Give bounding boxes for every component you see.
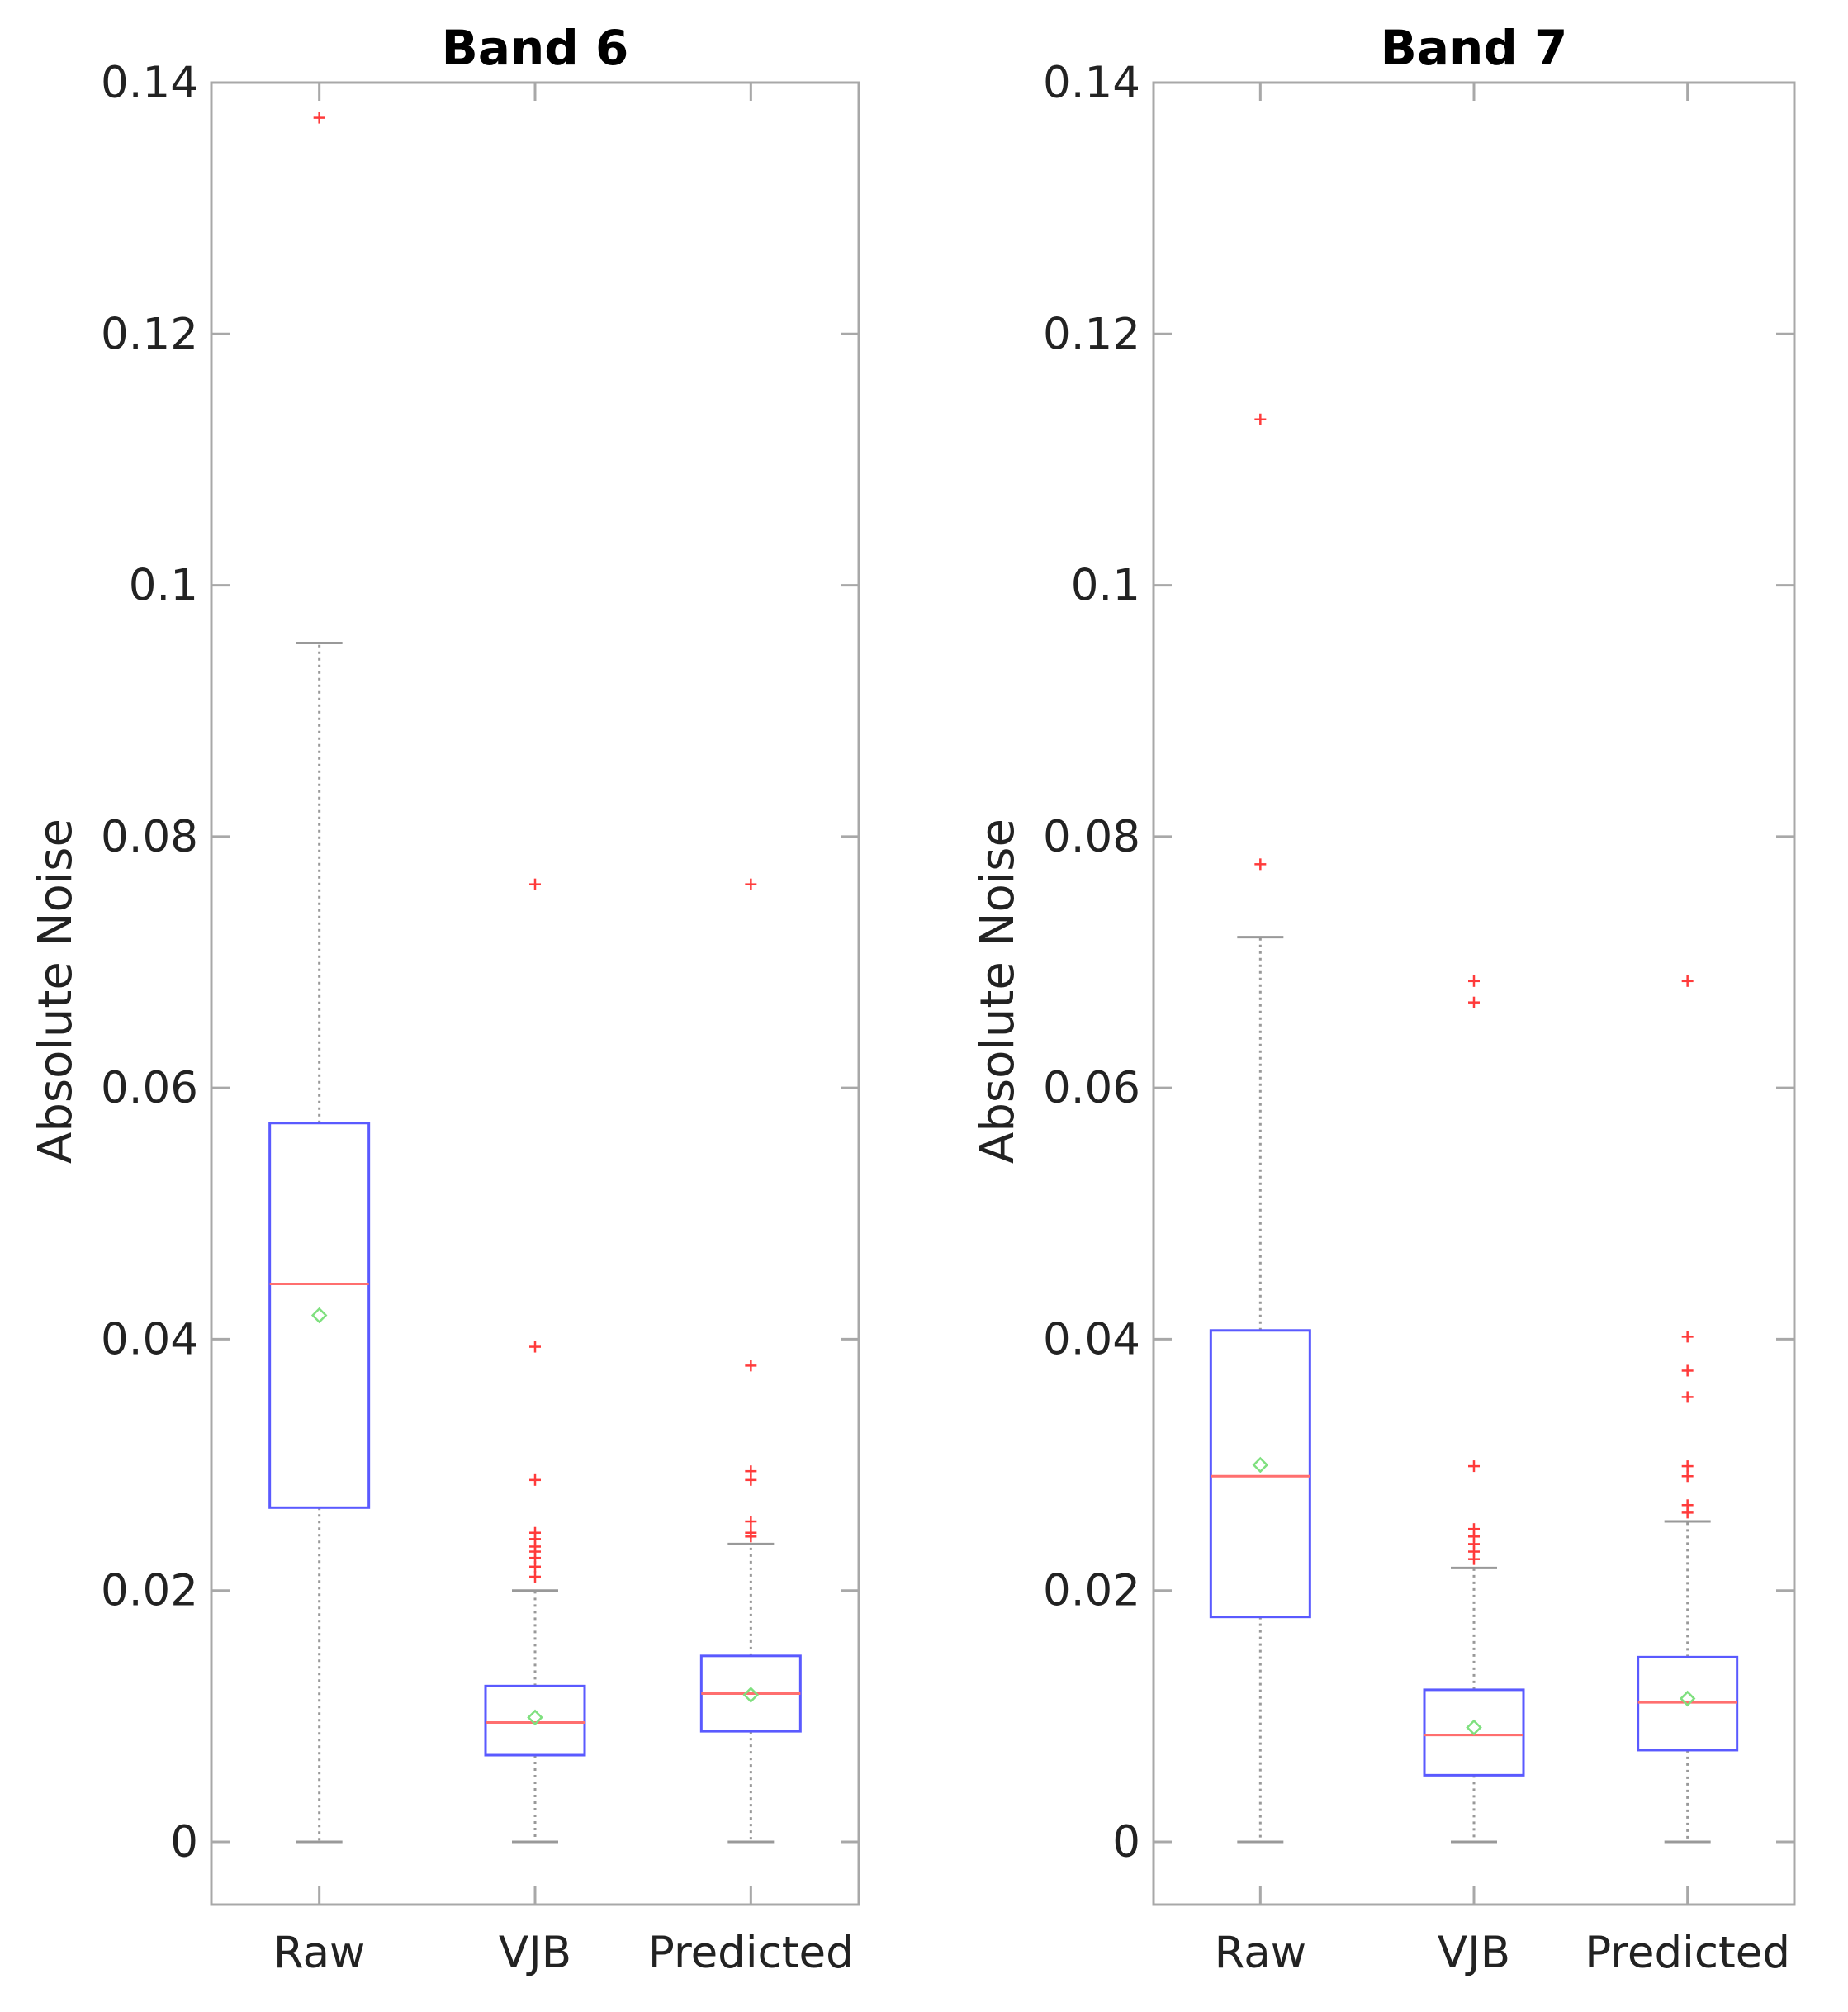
- interquartile-box: [1209, 1329, 1311, 1619]
- y-tick-label: 0.08: [101, 812, 198, 862]
- outlier-point: [1468, 975, 1480, 987]
- outlier-point: [529, 1473, 541, 1486]
- outlier-point: [745, 1473, 757, 1486]
- outlier-point: [745, 878, 757, 890]
- band-7-panel: Band 7 Absolute Noise 0 0.02 0.04 0.06 0.08 0.1…: [971, 20, 1796, 1978]
- box-vjb: [1423, 975, 1525, 1844]
- x-category-label: Raw: [273, 1928, 366, 1978]
- outlier-point: [529, 878, 541, 890]
- outlier-point: [1468, 996, 1480, 1008]
- y-tick-label: 0: [1112, 1817, 1140, 1867]
- outlier-point: [745, 1530, 757, 1543]
- y-tick-label: 0.02: [1043, 1566, 1140, 1616]
- outlier-point: [1681, 1470, 1694, 1483]
- chart-title: Band 6: [442, 20, 629, 76]
- y-tick-label: 0.12: [1043, 309, 1140, 359]
- mean-marker: [527, 1709, 543, 1726]
- y-tick-label: 0.1: [129, 561, 198, 611]
- outlier-point: [1681, 975, 1694, 987]
- outlier-point: [529, 1341, 541, 1353]
- y-tick-label: 0.06: [1043, 1063, 1140, 1113]
- outlier-point: [1468, 1553, 1480, 1565]
- y-tick-label: 0.14: [101, 58, 198, 108]
- outlier-point: [1681, 1460, 1694, 1473]
- interquartile-box: [1637, 1655, 1739, 1752]
- box-predicted: [699, 878, 802, 1844]
- mean-marker: [1252, 1456, 1269, 1473]
- mean-marker: [742, 1687, 760, 1703]
- outlier-point: [1681, 1364, 1694, 1377]
- axes-frame: [1152, 81, 1796, 1906]
- y-tick-label: 0.04: [101, 1314, 198, 1364]
- interquartile-box: [1423, 1688, 1525, 1777]
- outlier-point: [1254, 858, 1267, 871]
- mean-marker: [1466, 1719, 1482, 1736]
- box-raw: [268, 112, 371, 1844]
- y-tick-label: 0.04: [1043, 1314, 1140, 1364]
- x-category-label: Predicted: [1585, 1928, 1790, 1978]
- interquartile-box: [484, 1684, 586, 1757]
- interquartile-box: [268, 1122, 371, 1509]
- outlier-point: [1681, 1391, 1694, 1403]
- box-vjb: [484, 878, 586, 1844]
- x-category-label: Raw: [1215, 1928, 1307, 1978]
- y-tick-label: 0.06: [101, 1063, 198, 1113]
- outlier-point: [1681, 1331, 1694, 1343]
- x-category-label: VJB: [1438, 1928, 1510, 1978]
- box-predicted: [1637, 975, 1739, 1844]
- y-axis-label: Absolute Noise: [971, 819, 1025, 1164]
- y-tick-label: 0.08: [1043, 812, 1140, 862]
- outlier-point: [1254, 413, 1267, 425]
- box-raw: [1209, 413, 1311, 1844]
- chart-title: Band 7: [1381, 20, 1568, 76]
- y-tick-label: 0.14: [1043, 58, 1140, 108]
- mean-marker: [310, 1307, 328, 1324]
- outlier-point: [529, 1570, 541, 1583]
- x-category-label: Predicted: [648, 1928, 854, 1978]
- y-tick-label: 0.12: [101, 309, 198, 359]
- y-axis-label: Absolute Noise: [29, 819, 83, 1164]
- y-tick-label: 0: [170, 1817, 198, 1867]
- y-tick-label: 0.02: [101, 1566, 198, 1616]
- x-category-label: VJB: [499, 1928, 571, 1978]
- band-6-panel: Band 6 Absolute Noise 0 0.02 0.04 0.06 0.08 0.1…: [29, 20, 860, 1978]
- outlier-point: [745, 1360, 757, 1372]
- outlier-point: [1681, 1507, 1694, 1519]
- y-tick-label: 0.1: [1071, 561, 1140, 611]
- mean-marker: [1679, 1690, 1696, 1707]
- outlier-point: [745, 1516, 757, 1528]
- outlier-point: [313, 112, 325, 124]
- outlier-point: [1468, 1460, 1480, 1473]
- outlier-point: [529, 1560, 541, 1573]
